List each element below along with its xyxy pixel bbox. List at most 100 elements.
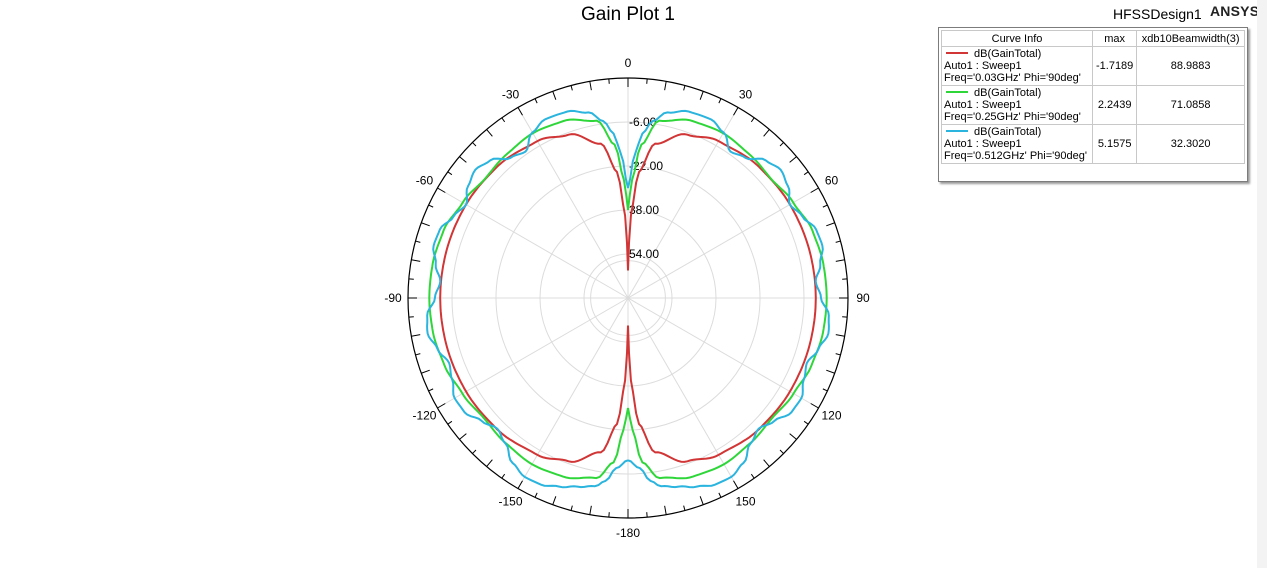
angle-tick-label: -120 bbox=[412, 409, 436, 423]
legend-row[interactable]: dB(GainTotal) Auto1 : Sweep1 Freq='0.512… bbox=[941, 124, 1245, 164]
legend-curve-variables: Freq='0.25GHz' Phi='90deg' bbox=[944, 111, 1081, 123]
angle-tick-label: -30 bbox=[502, 87, 520, 101]
legend-beamwidth-value: 32.3020 bbox=[1136, 124, 1245, 164]
angle-tick-label: 0 bbox=[625, 56, 632, 70]
angle-tick-mark bbox=[447, 420, 453, 425]
angle-tick-label: -60 bbox=[416, 174, 434, 188]
legend-swatch bbox=[946, 130, 968, 133]
legend-curve-source: Auto1 : Sweep1 bbox=[944, 138, 1022, 150]
angle-tick-mark bbox=[428, 388, 434, 392]
angle-tick-mark bbox=[459, 433, 467, 440]
chart-title: Gain Plot 1 bbox=[581, 4, 675, 25]
legend-table: Curve Info max xdb10Beamwidth(3) dB(Gain… bbox=[941, 30, 1245, 164]
angle-tick-mark bbox=[428, 204, 434, 208]
angle-tick-label: -180 bbox=[616, 526, 640, 540]
angle-tick-mark bbox=[415, 240, 421, 243]
angle-tick-mark bbox=[750, 117, 755, 123]
legend-header-curve-info: Curve Info bbox=[941, 30, 1093, 47]
legend-curve-info: dB(GainTotal) Auto1 : Sweep1 Freq='0.03G… bbox=[941, 46, 1093, 86]
legend-header-row: Curve Info max xdb10Beamwidth(3) bbox=[941, 30, 1245, 47]
angle-tick-label: 30 bbox=[739, 87, 753, 101]
legend-curve-name: dB(GainTotal) bbox=[974, 48, 1042, 60]
angle-tick-mark bbox=[810, 187, 819, 193]
legend-beamwidth-value: 71.0858 bbox=[1136, 85, 1245, 125]
angle-tick-mark bbox=[683, 85, 686, 91]
angle-tick-mark bbox=[699, 91, 704, 100]
angle-tick-mark bbox=[779, 142, 784, 147]
angle-tick-mark bbox=[589, 505, 592, 515]
grid-spoke bbox=[437, 187, 629, 299]
legend-header-beamwidth: xdb10Beamwidth(3) bbox=[1136, 30, 1245, 47]
legend-swatch bbox=[946, 91, 968, 94]
angle-tick-mark bbox=[822, 204, 828, 208]
radial-tick-label: -22.00 bbox=[629, 159, 663, 173]
angle-tick-mark bbox=[835, 240, 841, 243]
legend-curve-source: Auto1 : Sweep1 bbox=[944, 99, 1022, 111]
angle-tick-mark bbox=[789, 156, 797, 163]
angle-tick-mark bbox=[421, 222, 430, 227]
angle-tick-mark bbox=[835, 334, 845, 337]
vertical-scrollbar[interactable] bbox=[1257, 0, 1267, 568]
angle-tick-mark bbox=[589, 81, 592, 91]
grid-spoke bbox=[627, 297, 739, 489]
legend-curve-variables: Freq='0.512GHz' Phi='90deg' bbox=[944, 150, 1087, 162]
angle-tick-mark bbox=[835, 353, 841, 356]
angle-tick-mark bbox=[810, 403, 819, 409]
grid-spoke bbox=[517, 107, 629, 299]
grid-spoke bbox=[517, 297, 629, 489]
angle-tick-mark bbox=[733, 480, 739, 489]
angle-tick-mark bbox=[779, 449, 784, 454]
angle-tick-mark bbox=[411, 334, 421, 337]
grid-spoke bbox=[437, 297, 629, 409]
grid-spoke bbox=[627, 187, 819, 299]
legend-curve-variables: Freq='0.03GHz' Phi='90deg' bbox=[944, 72, 1081, 84]
angle-tick-mark bbox=[486, 459, 493, 467]
angle-tick-mark bbox=[718, 492, 722, 498]
legend-max-value: 2.2439 bbox=[1091, 85, 1138, 125]
angle-tick-mark bbox=[718, 98, 722, 104]
angle-tick-mark bbox=[803, 171, 809, 176]
angle-tick-mark bbox=[826, 369, 835, 374]
legend-curve-info: dB(GainTotal) Auto1 : Sweep1 Freq='0.512… bbox=[941, 124, 1093, 164]
angle-tick-mark bbox=[664, 505, 667, 515]
legend-header-max: max bbox=[1091, 30, 1138, 47]
angle-tick-mark bbox=[826, 222, 835, 227]
angle-tick-mark bbox=[517, 107, 523, 116]
radial-tick-label: -6.00 bbox=[629, 115, 657, 129]
legend-row[interactable]: dB(GainTotal) Auto1 : Sweep1 Freq='0.25G… bbox=[941, 85, 1245, 125]
angle-tick-mark bbox=[459, 156, 467, 163]
radial-tick-label: 54.00 bbox=[629, 247, 659, 261]
angle-tick-mark bbox=[552, 91, 557, 100]
angle-tick-mark bbox=[570, 85, 573, 91]
angle-tick-mark bbox=[822, 388, 828, 392]
angle-tick-mark bbox=[835, 259, 845, 262]
angle-tick-mark bbox=[501, 117, 506, 123]
angle-tick-mark bbox=[763, 129, 770, 137]
legend-max-value: -1.7189 bbox=[1091, 46, 1138, 86]
grid-spoke bbox=[627, 107, 739, 299]
angle-tick-label: 150 bbox=[735, 495, 755, 509]
radial-tick-label: 38.00 bbox=[629, 203, 659, 217]
grid-spoke bbox=[627, 297, 819, 409]
angle-tick-mark bbox=[763, 459, 770, 467]
legend-row[interactable]: dB(GainTotal) Auto1 : Sweep1 Freq='0.03G… bbox=[941, 46, 1245, 86]
gain-trace bbox=[426, 109, 830, 489]
angle-tick-label: -150 bbox=[498, 495, 522, 509]
angle-tick-mark bbox=[750, 473, 755, 479]
angle-tick-mark bbox=[534, 98, 538, 104]
angle-tick-mark bbox=[733, 107, 739, 116]
angle-tick-mark bbox=[411, 259, 421, 262]
angle-tick-mark bbox=[664, 81, 667, 91]
angle-tick-mark bbox=[486, 129, 493, 137]
legend-swatch bbox=[946, 52, 968, 55]
angle-tick-mark bbox=[683, 505, 686, 511]
angle-tick-mark bbox=[501, 473, 506, 479]
angle-tick-mark bbox=[447, 171, 453, 176]
angle-tick-mark bbox=[517, 480, 523, 489]
curve-info-legend[interactable]: Curve Info max xdb10Beamwidth(3) dB(Gain… bbox=[938, 27, 1248, 182]
angle-tick-mark bbox=[789, 433, 797, 440]
angle-tick-mark bbox=[552, 496, 557, 505]
angle-tick-label: 60 bbox=[825, 174, 839, 188]
angle-tick-mark bbox=[699, 496, 704, 505]
